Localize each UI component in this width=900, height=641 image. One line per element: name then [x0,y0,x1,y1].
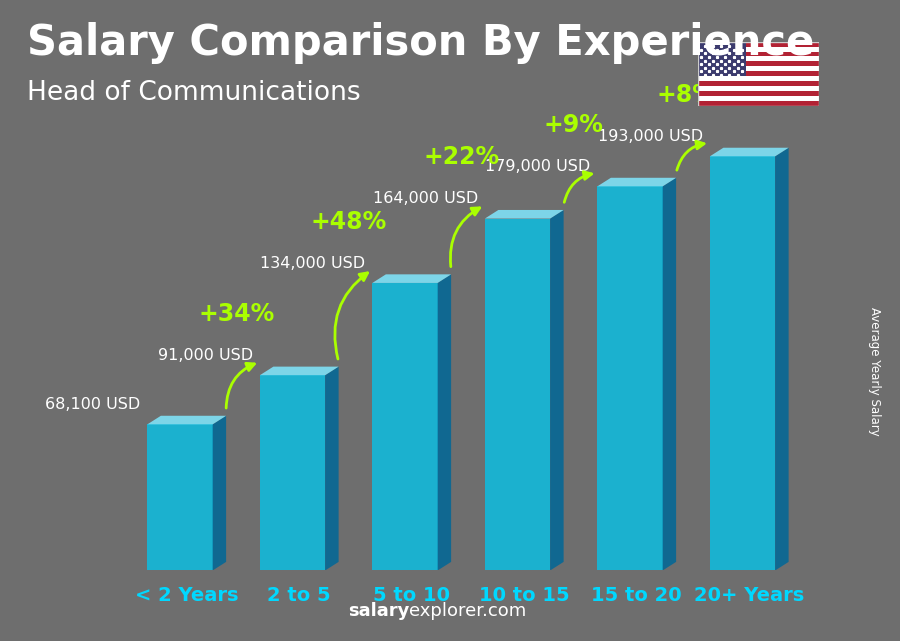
Bar [698,76,819,81]
Bar [698,47,819,51]
Text: 68,100 USD: 68,100 USD [45,397,140,412]
Polygon shape [437,274,451,570]
Polygon shape [598,187,662,570]
Text: 10 to 15: 10 to 15 [479,587,570,605]
Bar [698,96,819,101]
Bar [698,81,819,86]
Bar [698,62,819,66]
Text: 179,000 USD: 179,000 USD [485,159,590,174]
Text: +48%: +48% [310,210,387,233]
Text: 15 to 20: 15 to 20 [591,587,682,605]
Bar [698,66,819,71]
Text: Head of Communications: Head of Communications [27,80,361,106]
Polygon shape [373,283,437,570]
Text: 91,000 USD: 91,000 USD [158,348,253,363]
Polygon shape [485,210,563,219]
Text: 5 to 10: 5 to 10 [374,587,450,605]
Text: 164,000 USD: 164,000 USD [373,191,478,206]
Text: < 2 Years: < 2 Years [135,587,238,605]
Text: 134,000 USD: 134,000 USD [260,256,365,271]
Polygon shape [598,178,676,187]
Polygon shape [550,210,563,570]
Polygon shape [710,147,788,156]
Text: salary: salary [348,603,410,620]
Text: 20+ Years: 20+ Years [694,587,805,605]
Text: +8%: +8% [656,83,716,107]
Bar [698,42,819,47]
Text: Salary Comparison By Experience: Salary Comparison By Experience [27,22,814,65]
Text: +22%: +22% [423,146,500,169]
Polygon shape [710,156,775,570]
Polygon shape [485,219,550,570]
Bar [698,42,746,76]
Polygon shape [260,375,325,570]
Text: 2 to 5: 2 to 5 [267,587,331,605]
Bar [698,91,819,96]
Text: 193,000 USD: 193,000 USD [598,129,703,144]
Polygon shape [373,274,451,283]
Polygon shape [662,178,676,570]
Bar [698,101,819,106]
Bar [698,56,819,62]
Bar [698,86,819,91]
Polygon shape [325,367,338,570]
Text: Average Yearly Salary: Average Yearly Salary [868,308,881,436]
Polygon shape [775,147,788,570]
Text: explorer.com: explorer.com [410,603,526,620]
Bar [698,51,819,56]
Polygon shape [260,367,338,375]
Polygon shape [148,424,212,570]
Polygon shape [212,416,226,570]
Polygon shape [148,416,226,424]
Text: +34%: +34% [198,302,274,326]
Text: +9%: +9% [544,113,604,137]
Bar [698,71,819,76]
